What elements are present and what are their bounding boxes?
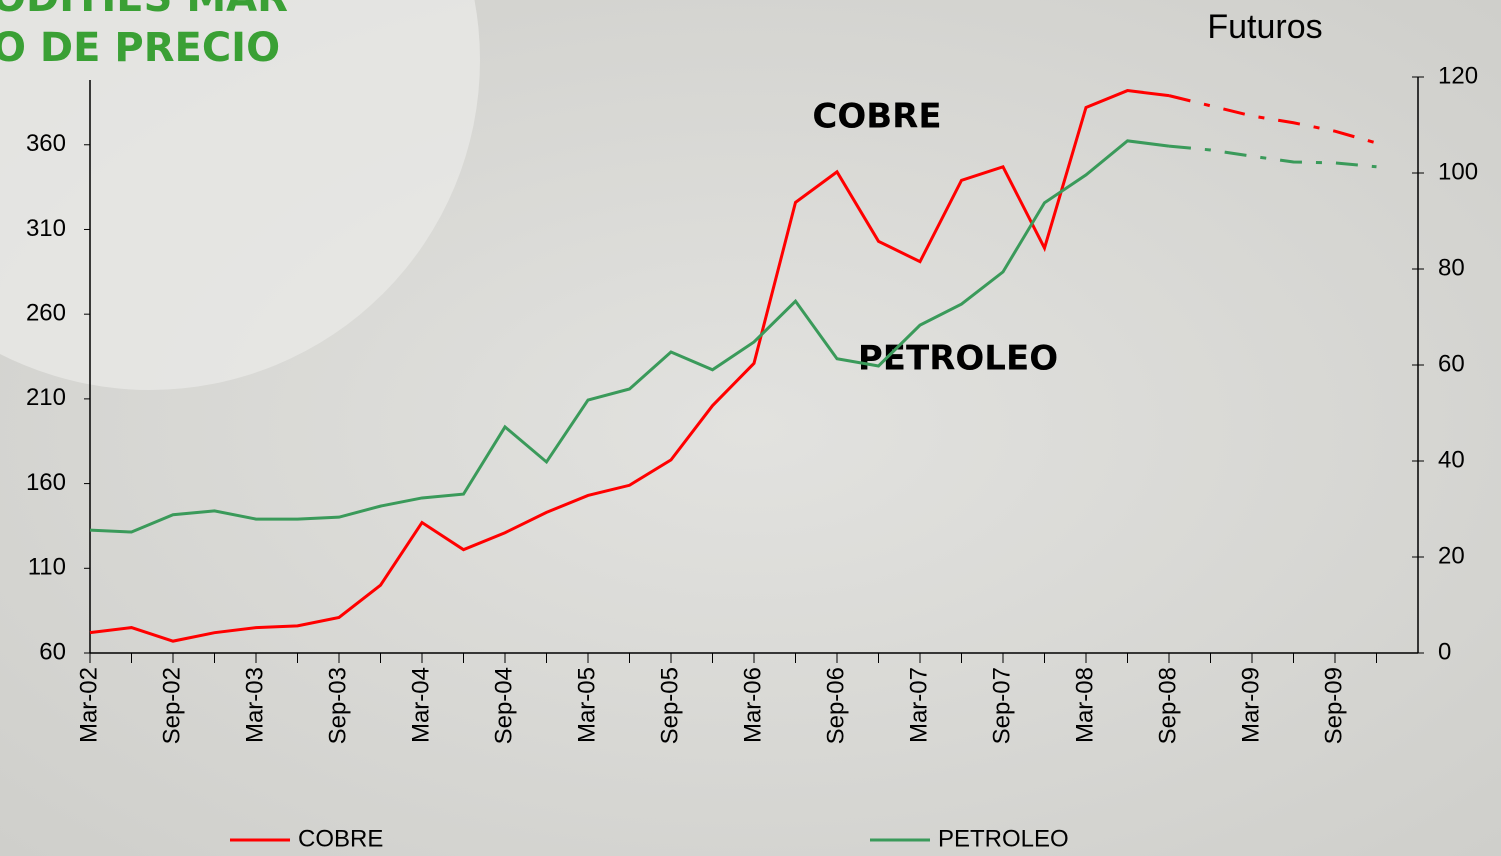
- series-line: [1168, 94, 1377, 145]
- title-line: ODITIES MAR: [0, 0, 288, 21]
- x-tick-label: Mar-08: [1071, 667, 1098, 743]
- series-line: [1168, 144, 1377, 169]
- y2-tick-label: 40: [1438, 446, 1465, 473]
- x-tick-label: Sep-05: [656, 667, 683, 744]
- y-tick-label: 310: [26, 215, 66, 242]
- x-tick-label: Mar-02: [75, 667, 102, 743]
- series-line: [89, 139, 1170, 534]
- x-tick-label: Mar-04: [407, 667, 434, 743]
- y2-tick-label: 80: [1438, 254, 1465, 281]
- x-tick-label: Sep-03: [324, 667, 351, 744]
- y2-tick-label: 100: [1438, 158, 1478, 185]
- x-tick-label: Mar-06: [739, 667, 766, 743]
- x-tick-label: Sep-06: [822, 667, 849, 744]
- y2-tick-label: 60: [1438, 350, 1465, 377]
- y-tick-label: 360: [26, 130, 66, 157]
- y2-tick-label: 120: [1438, 62, 1478, 89]
- y-tick-label: 110: [28, 554, 66, 581]
- y2-tick-label: 20: [1438, 542, 1465, 569]
- legend-label: COBRE: [298, 825, 383, 852]
- annotation: PETROLEO: [858, 339, 1058, 379]
- x-tick-label: Sep-02: [158, 667, 185, 744]
- x-tick-label: Mar-09: [1237, 667, 1264, 743]
- x-tick-label: Sep-09: [1320, 667, 1347, 744]
- legend-label: PETROLEO: [938, 825, 1069, 852]
- x-tick-label: Sep-08: [1154, 667, 1181, 744]
- x-tick-label: Mar-05: [573, 667, 600, 743]
- x-tick-label: Sep-04: [490, 667, 517, 744]
- y-tick-label: 160: [26, 469, 66, 496]
- title-line: O DE PRECIO: [0, 25, 280, 71]
- background-circle: [0, 0, 480, 390]
- y-tick-label: 260: [26, 300, 66, 327]
- x-tick-label: Sep-07: [988, 667, 1015, 744]
- y-tick-label: 60: [39, 638, 66, 665]
- series-line: [89, 89, 1170, 643]
- y2-tick-label: 0: [1438, 638, 1451, 665]
- annotation: Futuros: [1207, 8, 1322, 46]
- x-tick-label: Mar-07: [905, 667, 932, 743]
- x-tick-label: Mar-03: [241, 667, 268, 743]
- annotation: COBRE: [812, 97, 941, 137]
- y-tick-label: 210: [26, 384, 66, 411]
